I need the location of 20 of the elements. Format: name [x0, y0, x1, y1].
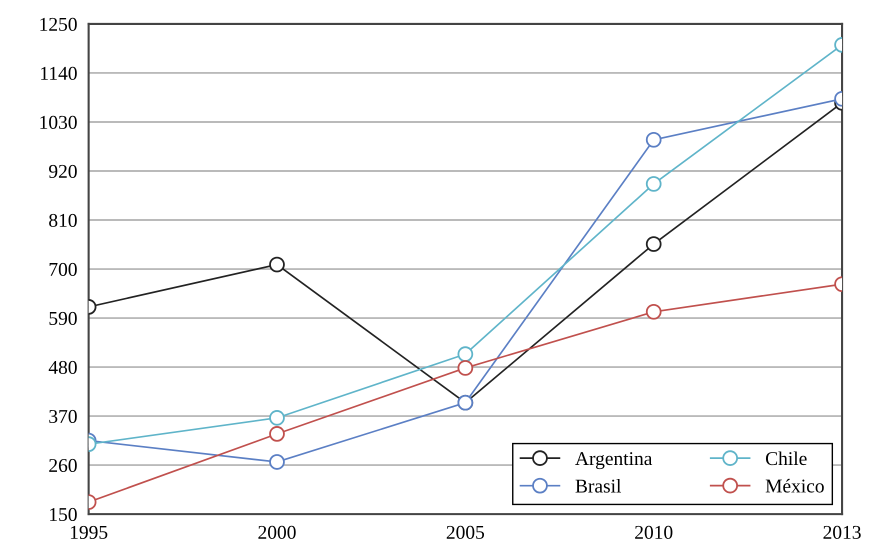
legend-label: Brasil [576, 478, 622, 493]
x-tick-label: 1995 [70, 526, 108, 539]
y-tick-label: 480 [48, 360, 77, 374]
y-tick-label: 260 [49, 458, 77, 472]
y-tick-label: 1250 [40, 18, 77, 31]
y-tick-label: 1030 [40, 116, 77, 129]
y-tick-label: 920 [48, 164, 77, 178]
x-tick-label: 2000 [258, 526, 296, 539]
legend-label: México [766, 478, 824, 493]
y-tick-label: 1140 [41, 66, 77, 80]
x-tick-label: 2010 [635, 526, 672, 539]
y-tick-label: 700 [50, 262, 77, 276]
legend-label: Chile [766, 451, 807, 466]
y-tick-label: 150 [50, 508, 77, 522]
y-tick-label: 590 [49, 312, 77, 325]
x-tick-label: 2013 [823, 526, 861, 539]
legend-label: Argentina [575, 452, 652, 470]
x-tick-label: 2005 [446, 526, 484, 539]
y-tick-label: 370 [49, 410, 77, 424]
y-tick-label: 810 [49, 214, 77, 227]
